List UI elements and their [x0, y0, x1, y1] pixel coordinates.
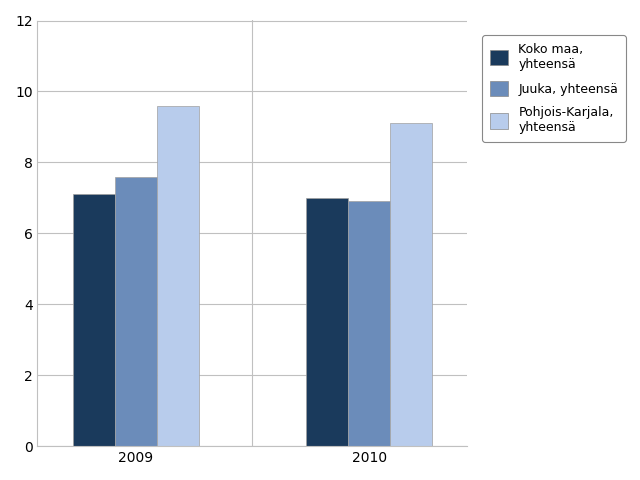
- Bar: [115, 177, 157, 446]
- Bar: [348, 202, 390, 446]
- Legend: Koko maa,
yhteensä, Juuka, yhteensä, Pohjois-Karjala,
yhteensä: Koko maa, yhteensä, Juuka, yhteensä, Poh…: [482, 35, 626, 142]
- Bar: [306, 198, 348, 446]
- Bar: [157, 106, 198, 446]
- Bar: [390, 123, 432, 446]
- Bar: [72, 194, 115, 446]
